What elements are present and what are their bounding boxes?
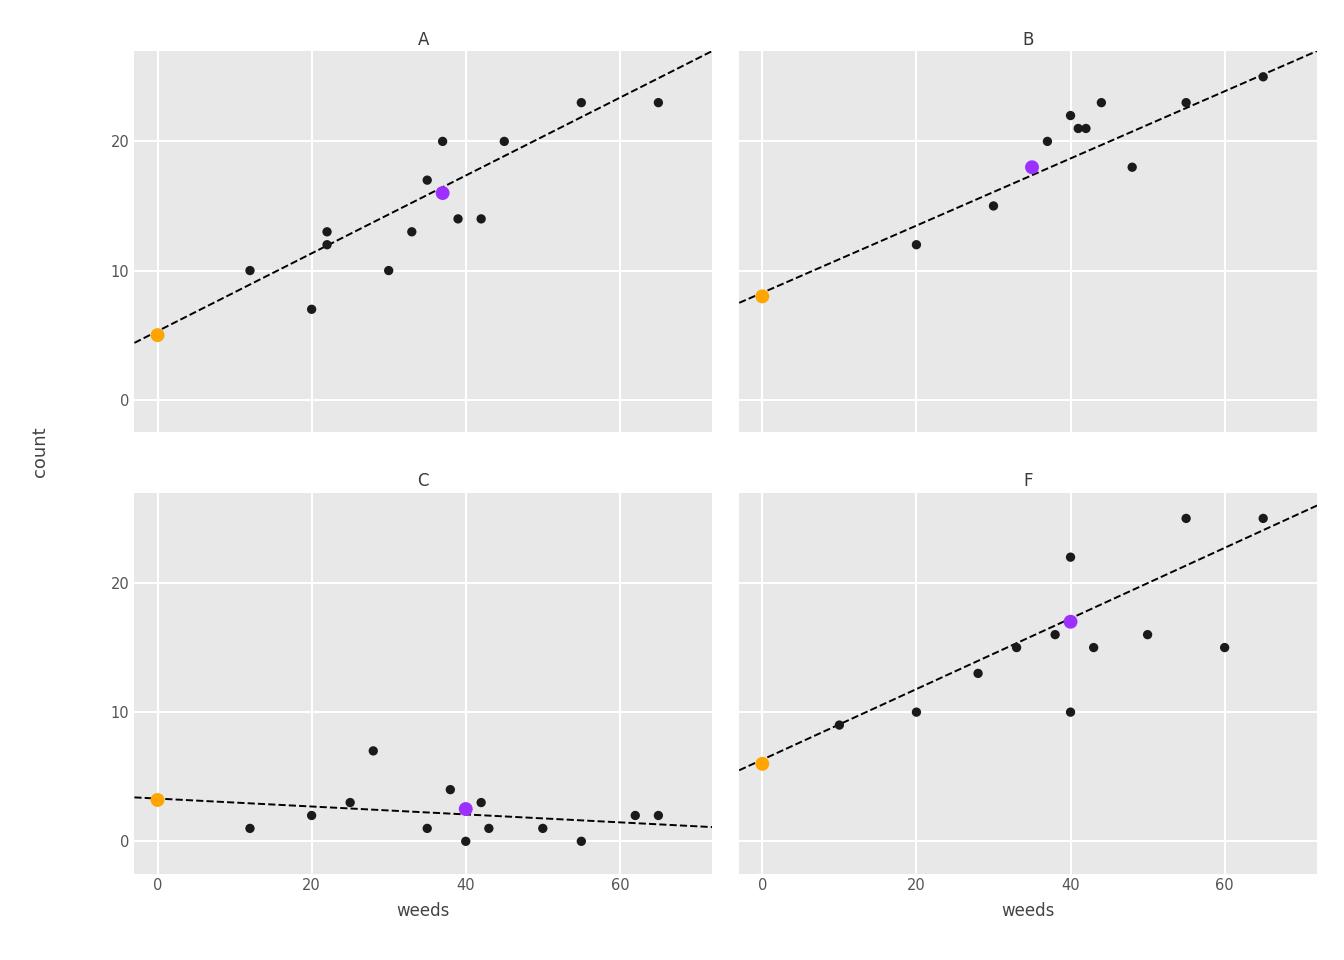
Point (648, 95, 669, 110)
Point (340, 795, 362, 810)
Text: count: count (31, 426, 50, 476)
Point (968, 665, 989, 681)
Point (1005, 640, 1027, 656)
Point (1137, 627, 1159, 642)
Point (1176, 95, 1198, 110)
Point (532, 821, 554, 836)
Point (301, 301, 323, 317)
Point (439, 782, 461, 798)
Point (470, 795, 492, 810)
Point (982, 199, 1004, 214)
Text: B: B (1023, 31, 1034, 49)
Point (146, 792, 168, 807)
X-axis label: weeds: weeds (1001, 901, 1055, 920)
Point (456, 833, 477, 849)
Point (1044, 627, 1066, 642)
Point (1036, 133, 1058, 149)
Point (751, 756, 773, 772)
Point (1067, 121, 1089, 136)
Point (1090, 95, 1111, 110)
Point (448, 211, 469, 227)
Point (906, 705, 927, 720)
Point (571, 833, 593, 849)
Point (456, 802, 477, 817)
Point (751, 289, 773, 304)
Point (401, 224, 422, 239)
Point (493, 133, 515, 149)
Text: A: A (418, 31, 429, 49)
Point (906, 237, 927, 252)
Text: C: C (418, 472, 429, 491)
Text: F: F (1023, 472, 1034, 491)
Point (625, 807, 646, 823)
Point (239, 263, 261, 278)
Point (571, 95, 593, 110)
Point (478, 821, 500, 836)
Point (1060, 549, 1082, 564)
Point (417, 821, 438, 836)
Point (1176, 511, 1198, 526)
Point (1214, 640, 1235, 656)
Point (316, 237, 337, 252)
Point (1075, 121, 1097, 136)
Point (378, 263, 399, 278)
Point (316, 224, 337, 239)
Point (301, 807, 323, 823)
Point (648, 807, 669, 823)
Point (1060, 108, 1082, 123)
Point (1060, 614, 1082, 630)
Point (1253, 511, 1274, 526)
Point (1021, 159, 1043, 175)
X-axis label: weeds: weeds (396, 901, 450, 920)
Point (829, 717, 851, 732)
Point (1121, 159, 1142, 175)
Point (431, 133, 453, 149)
Point (431, 185, 453, 201)
Point (363, 743, 384, 758)
Point (239, 821, 261, 836)
Point (1060, 705, 1082, 720)
Point (146, 327, 168, 343)
Point (1253, 69, 1274, 84)
Point (1083, 640, 1105, 656)
Point (417, 173, 438, 188)
Point (1021, 159, 1043, 175)
Point (470, 211, 492, 227)
